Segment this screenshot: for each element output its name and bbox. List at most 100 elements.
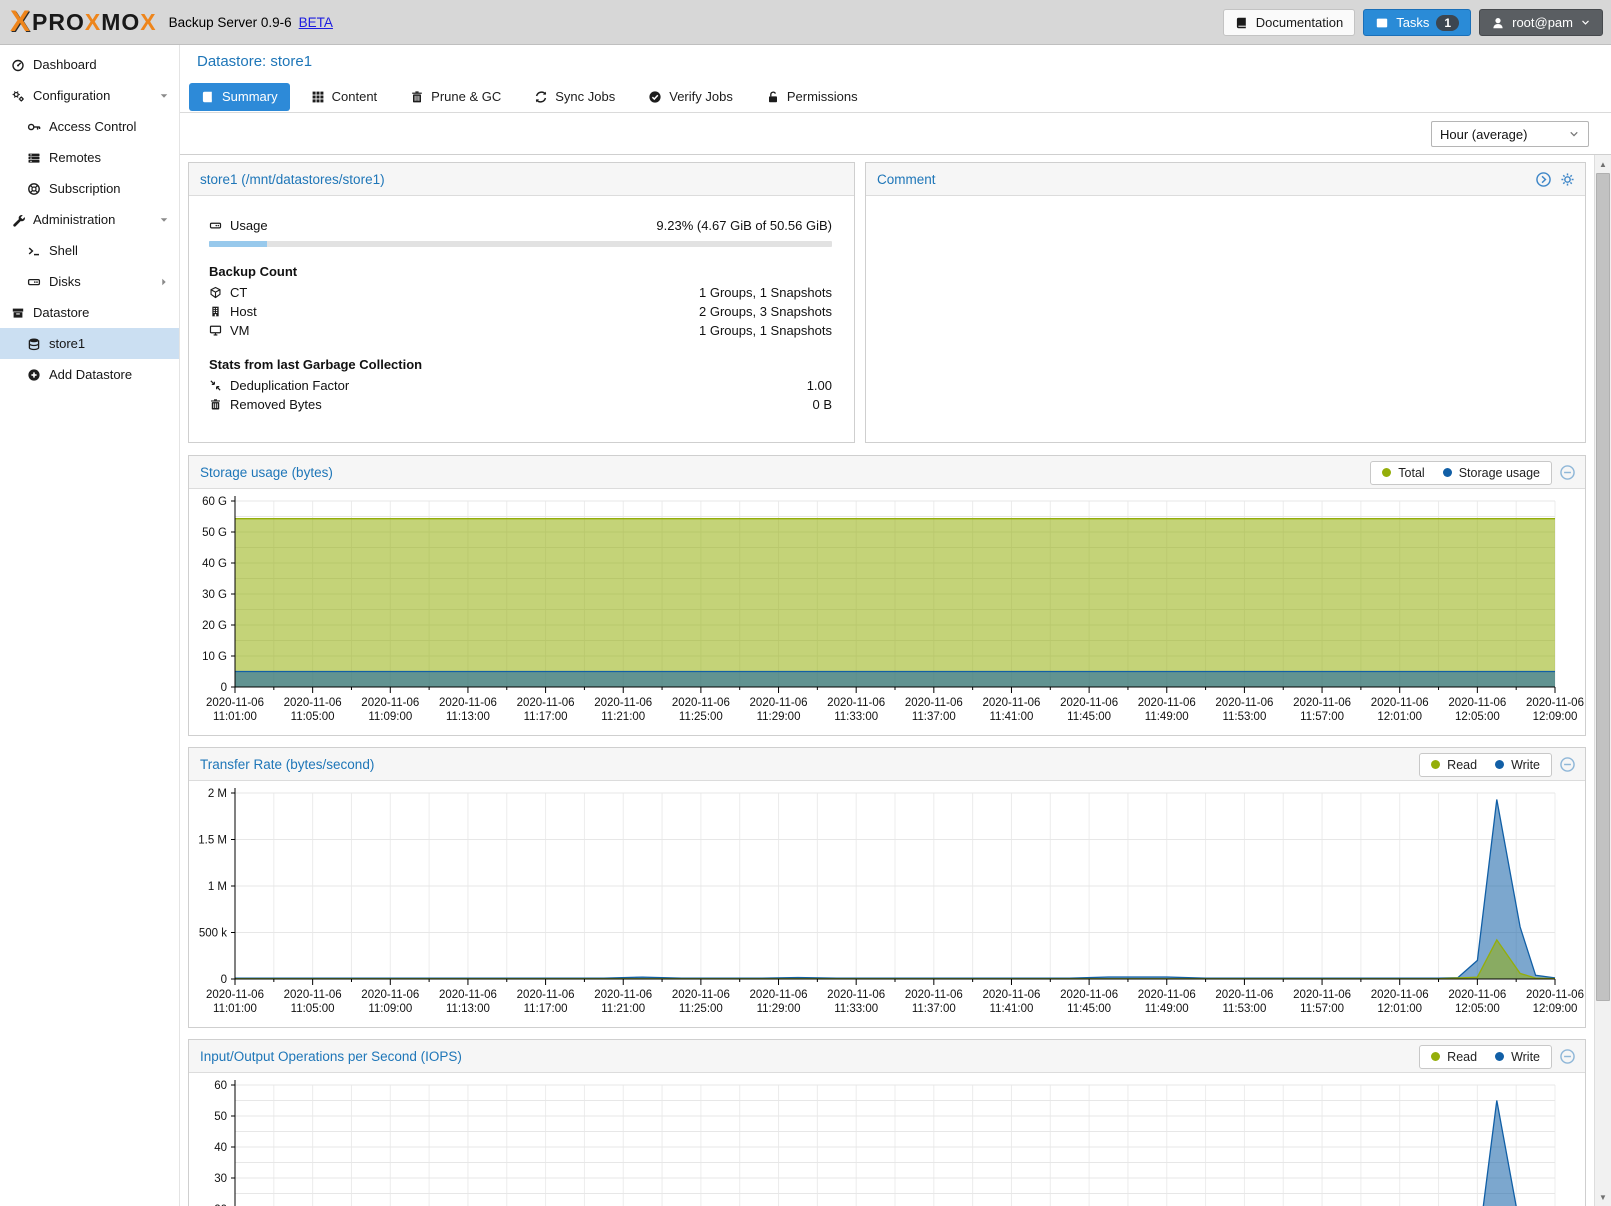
svg-text:11:25:00: 11:25:00 [679, 711, 723, 723]
sidebar-item-access-control[interactable]: Access Control [0, 111, 179, 142]
sidebar-item-label: Shell [49, 243, 78, 258]
svg-text:2020-11-06: 2020-11-06 [982, 989, 1040, 1001]
ct-row: CT 1 Groups, 1 Snapshots [209, 283, 832, 302]
gears-icon [11, 89, 25, 103]
svg-text:2020-11-06: 2020-11-06 [206, 697, 264, 709]
user-menu-button[interactable]: root@pam [1479, 9, 1603, 36]
legend-item-storage-usage[interactable]: Storage usage [1443, 466, 1540, 480]
legend-label: Total [1398, 466, 1424, 480]
svg-text:11:05:00: 11:05:00 [291, 711, 335, 723]
check-circle-icon [648, 90, 662, 104]
sidebar-item-datastore[interactable]: Datastore [0, 297, 179, 328]
chevron-down-icon [1580, 17, 1591, 28]
sidebar-item-remotes[interactable]: Remotes [0, 142, 179, 173]
sidebar-item-label: Administration [33, 212, 115, 227]
store1-summary-panel: store1 (/mnt/datastores/store1) Usage 9.… [188, 162, 855, 443]
svg-text:11:37:00: 11:37:00 [912, 1003, 956, 1015]
tab-verify-jobs[interactable]: Verify Jobs [636, 83, 745, 111]
collapse-panel-icon[interactable] [1559, 1048, 1576, 1065]
building-icon [209, 305, 222, 318]
svg-text:11:53:00: 11:53:00 [1222, 711, 1266, 723]
sidebar-item-administration[interactable]: Administration [0, 204, 179, 235]
tab-label: Permissions [787, 89, 858, 104]
terminal-icon [27, 244, 41, 258]
legend-item-read[interactable]: Read [1431, 1050, 1477, 1064]
svg-text:2020-11-06: 2020-11-06 [1138, 697, 1196, 709]
legend-item-read[interactable]: Read [1431, 758, 1477, 772]
gc-stats-heading: Stats from last Garbage Collection [209, 357, 832, 376]
sidebar: Dashboard Configuration Access Control R… [0, 45, 180, 1206]
documentation-button[interactable]: Documentation [1223, 9, 1355, 36]
dedup-value: 1.00 [807, 378, 832, 393]
usage-row: Usage 9.23% (4.67 GiB of 50.56 GiB) [209, 216, 832, 235]
svg-text:2020-11-06: 2020-11-06 [594, 989, 652, 1001]
caret-down-icon[interactable] [158, 214, 170, 226]
legend-item-write[interactable]: Write [1495, 1050, 1540, 1064]
sidebar-item-label: Remotes [49, 150, 101, 165]
tasks-button[interactable]: Tasks 1 [1363, 9, 1471, 36]
svg-text:2020-11-06: 2020-11-06 [594, 697, 652, 709]
sync-icon [534, 90, 548, 104]
svg-text:2020-11-06: 2020-11-06 [1448, 989, 1506, 1001]
svg-text:11:21:00: 11:21:00 [601, 711, 645, 723]
caret-right-icon[interactable] [158, 276, 170, 288]
legend-item-write[interactable]: Write [1495, 758, 1540, 772]
tab-sync-jobs[interactable]: Sync Jobs [522, 83, 627, 111]
sidebar-item-disks[interactable]: Disks [0, 266, 179, 297]
ct-label: CT [230, 285, 247, 300]
hdd-icon [209, 219, 222, 232]
svg-text:2020-11-06: 2020-11-06 [284, 697, 342, 709]
svg-text:2020-11-06: 2020-11-06 [905, 697, 963, 709]
sidebar-item-configuration[interactable]: Configuration [0, 80, 179, 111]
removed-bytes-row: Removed Bytes 0 B [209, 395, 832, 414]
backup-count-heading: Backup Count [209, 264, 832, 283]
svg-text:2020-11-06: 2020-11-06 [517, 697, 575, 709]
book-icon [1235, 16, 1249, 30]
scroll-down-button[interactable]: ▼ [1595, 1189, 1611, 1205]
beta-link[interactable]: BETA [299, 15, 333, 30]
svg-text:11:45:00: 11:45:00 [1067, 711, 1111, 723]
tab-prune-gc[interactable]: Prune & GC [398, 83, 513, 111]
svg-text:11:13:00: 11:13:00 [446, 711, 490, 723]
usage-progress-fill [209, 241, 267, 247]
iops-chart: 01020304050602020-11-0611:01:002020-11-0… [189, 1073, 1585, 1206]
svg-text:2020-11-06: 2020-11-06 [361, 989, 419, 1001]
svg-text:11:13:00: 11:13:00 [446, 1003, 490, 1015]
desktop-icon [209, 324, 222, 337]
expand-comment-icon[interactable] [1535, 171, 1552, 188]
gear-icon[interactable] [1559, 171, 1576, 188]
svg-text:11:41:00: 11:41:00 [990, 711, 1034, 723]
svg-text:12:09:00: 12:09:00 [1533, 711, 1578, 723]
tab-summary[interactable]: Summary [189, 83, 290, 111]
sidebar-item-dashboard[interactable]: Dashboard [0, 49, 179, 80]
scroll-up-button[interactable]: ▲ [1595, 156, 1611, 172]
dedup-label: Deduplication Factor [230, 378, 349, 393]
host-value: 2 Groups, 3 Snapshots [699, 304, 832, 319]
iops-panel: Input/Output Operations per Second (IOPS… [188, 1039, 1586, 1206]
scrollbar-thumb[interactable] [1596, 173, 1610, 1001]
sidebar-item-add-datastore[interactable]: Add Datastore [0, 359, 179, 390]
svg-text:0: 0 [221, 974, 227, 986]
time-range-select[interactable]: Hour (average) [1431, 121, 1589, 147]
sidebar-item-shell[interactable]: Shell [0, 235, 179, 266]
unlock-icon [766, 90, 780, 104]
collapse-panel-icon[interactable] [1559, 464, 1576, 481]
documentation-button-label: Documentation [1256, 15, 1343, 30]
legend-label: Write [1511, 758, 1540, 772]
sidebar-item-store1[interactable]: store1 [0, 328, 179, 359]
vertical-scrollbar[interactable]: ▲ ▼ [1594, 155, 1611, 1206]
svg-text:2020-11-06: 2020-11-06 [1526, 697, 1584, 709]
caret-down-icon[interactable] [158, 90, 170, 102]
compress-icon [209, 379, 222, 392]
tab-content[interactable]: Content [299, 83, 390, 111]
collapse-panel-icon[interactable] [1559, 756, 1576, 773]
legend-item-total[interactable]: Total [1382, 466, 1424, 480]
user-menu-label: root@pam [1512, 15, 1573, 30]
svg-text:10 G: 10 G [202, 651, 227, 663]
time-range-value: Hour (average) [1440, 127, 1527, 142]
cube-icon [209, 286, 222, 299]
transfer-rate-legend: Read Write [1419, 753, 1552, 777]
sidebar-item-subscription[interactable]: Subscription [0, 173, 179, 204]
tab-permissions[interactable]: Permissions [754, 83, 870, 111]
svg-text:2020-11-06: 2020-11-06 [750, 989, 808, 1001]
